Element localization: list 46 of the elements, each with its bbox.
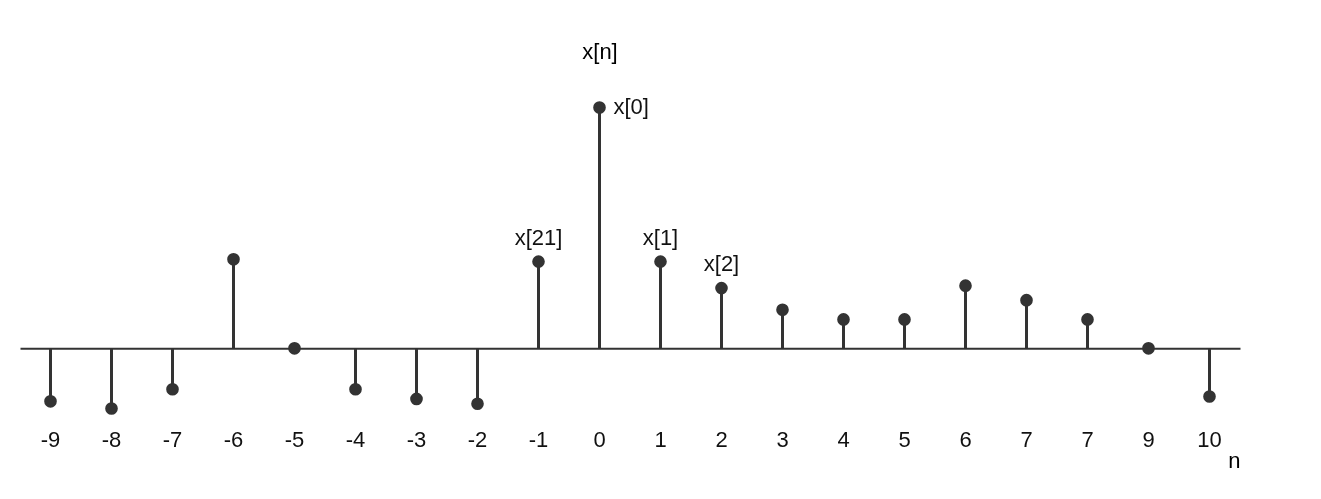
- point: [1142, 342, 1155, 355]
- point: [898, 313, 911, 326]
- point: [1020, 293, 1033, 307]
- x-tick-label: -8: [101, 426, 122, 452]
- point: [288, 342, 301, 355]
- point: [227, 252, 240, 266]
- annotation: x[2]: [703, 251, 740, 277]
- x-tick-label: 7: [1081, 426, 1094, 452]
- x-tick-label: -3: [406, 426, 427, 452]
- x-tick-label: -5: [284, 426, 305, 452]
- x-tick-label: 7: [1020, 426, 1033, 452]
- point: [1081, 313, 1094, 326]
- point: [532, 255, 545, 268]
- point: [959, 279, 972, 293]
- x-tick-label: 3: [776, 426, 789, 452]
- x-tick-label: 6: [959, 426, 972, 452]
- x-tick-label: 4: [837, 426, 850, 452]
- y-axis-title: x[n]: [582, 38, 618, 64]
- point: [654, 255, 667, 268]
- point: [471, 397, 484, 411]
- point: [715, 281, 728, 295]
- x-tick-label: 5: [898, 426, 911, 452]
- point: [105, 402, 118, 415]
- x-tick-label: -1: [528, 426, 549, 452]
- point: [593, 101, 606, 114]
- point: [44, 395, 57, 408]
- x-tick-label: 2: [715, 426, 728, 452]
- x-tick-label: -6: [223, 426, 244, 452]
- point: [349, 382, 362, 396]
- x-tick-label: 10: [1197, 426, 1222, 452]
- x-tick-label: 1: [654, 426, 667, 452]
- x-tick-label: -2: [467, 426, 488, 452]
- x-axis-title: n: [1228, 447, 1241, 473]
- point: [410, 392, 423, 406]
- point: [166, 382, 179, 396]
- annotation: x[0]: [613, 94, 649, 120]
- annotation: x[21]: [514, 224, 563, 250]
- x-tick-label: -4: [345, 426, 366, 452]
- point: [1203, 390, 1216, 403]
- x-tick-label: -7: [162, 426, 183, 452]
- point: [837, 313, 850, 326]
- x-tick-label: -9: [40, 426, 61, 452]
- x-tick-label: 9: [1142, 426, 1155, 452]
- x-tick-label: 0: [593, 426, 606, 452]
- point: [776, 303, 789, 317]
- annotation: x[1]: [642, 224, 679, 250]
